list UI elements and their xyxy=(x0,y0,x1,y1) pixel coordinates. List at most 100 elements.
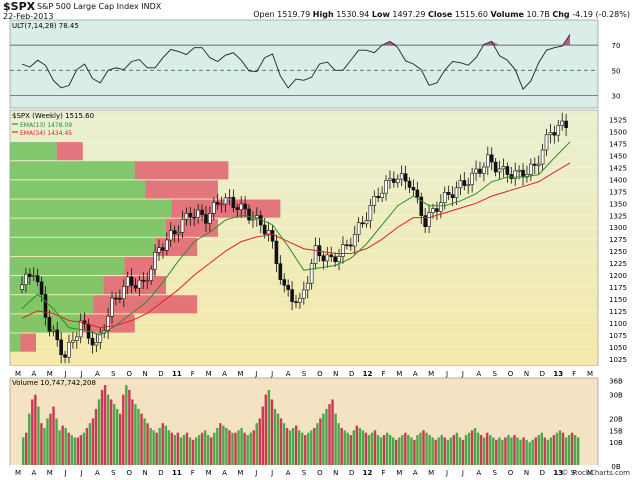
volume-bar xyxy=(446,439,449,466)
price-tick-label: 1350 xyxy=(609,200,627,208)
volume-bar xyxy=(206,435,210,466)
volume-bar xyxy=(367,435,371,466)
volume-bar xyxy=(137,408,140,466)
candle-body xyxy=(485,154,490,168)
candle-body xyxy=(544,134,549,151)
volume-tick-label: 15B xyxy=(609,427,623,435)
volume-bar xyxy=(322,413,325,466)
volume-bar xyxy=(161,423,164,466)
month-tick-label: 12 xyxy=(363,370,373,378)
candle-body xyxy=(274,240,279,265)
volume-bar xyxy=(291,427,295,466)
candle-body xyxy=(392,178,396,183)
open-label: Open xyxy=(253,10,275,19)
price-tick-label: 1525 xyxy=(609,117,627,125)
volume-bar xyxy=(401,435,404,466)
volume-bar xyxy=(379,437,383,466)
month-tick-label: A xyxy=(413,469,418,477)
price-panel: 1525 1500 1475 1450 1425 1400 1375 1350 1325 1300… xyxy=(9,109,627,367)
volume-bar xyxy=(564,437,568,466)
volume-bar xyxy=(510,437,513,466)
month-axis-strip xyxy=(10,366,598,375)
volume-bar xyxy=(140,413,143,466)
month-tick-label: M xyxy=(396,469,402,477)
month-tick-label: S xyxy=(111,370,116,378)
candle-body xyxy=(28,273,32,277)
volume-bar xyxy=(76,437,80,466)
vbp-down-bar xyxy=(93,295,198,314)
ult-panel: 70 50 30 ULT(7,14,28) 78.45 xyxy=(9,19,620,109)
volume-bar xyxy=(67,432,70,466)
volume-bar xyxy=(176,432,180,466)
volume-bar xyxy=(376,435,380,466)
candle-body xyxy=(360,222,365,225)
volume-bar xyxy=(213,432,216,466)
price-tick-label: 1050 xyxy=(609,344,627,352)
month-axis-strip xyxy=(10,465,598,474)
volume-bar xyxy=(407,435,410,466)
volume-bar xyxy=(185,432,189,466)
month-tick-label: S xyxy=(302,469,307,477)
volume-bar xyxy=(413,439,416,466)
volume-bar xyxy=(461,439,465,466)
candle-body xyxy=(39,281,44,295)
month-tick-label: 13 xyxy=(553,370,563,378)
candle-body xyxy=(341,244,345,257)
volume-bar xyxy=(49,413,52,466)
month-tick-label: N xyxy=(142,370,147,378)
vbp-up-bar xyxy=(10,218,166,237)
candle-body xyxy=(446,191,451,195)
volume-bar xyxy=(479,435,483,466)
candle-body xyxy=(251,218,255,221)
ema34-line xyxy=(21,162,571,329)
volume-bar xyxy=(219,423,222,466)
vbp-up-bar xyxy=(10,333,21,352)
candle-body xyxy=(470,172,474,186)
volume-bar xyxy=(573,435,577,466)
volume-bar xyxy=(94,408,98,466)
volume-bar xyxy=(340,427,343,466)
candle-body xyxy=(399,173,404,180)
candle-body xyxy=(403,173,408,182)
legend-entry: EMA(13) 1478.09 xyxy=(20,122,72,129)
candle-body xyxy=(94,342,99,346)
candle-body xyxy=(133,285,138,289)
volume-bar xyxy=(464,435,468,466)
month-tick-label: S xyxy=(492,370,497,378)
volume-bar xyxy=(370,432,374,466)
month-tick-label: J xyxy=(270,469,273,477)
volume-bar xyxy=(170,432,174,466)
price-tick-label: 1150 xyxy=(609,296,627,304)
month-tick-label: A xyxy=(95,370,100,378)
volume-bar xyxy=(128,389,131,466)
volume-bar xyxy=(222,425,225,466)
volume-bar xyxy=(373,430,377,466)
volume-label: Volume xyxy=(490,10,524,19)
close-label: Close xyxy=(428,10,453,19)
close-value: 1515.60 xyxy=(454,10,488,19)
volume-bar xyxy=(134,404,137,466)
volume-bar xyxy=(561,432,565,466)
volume-bar xyxy=(73,437,76,466)
volume-bar xyxy=(358,427,362,466)
month-tick-label: J xyxy=(254,469,257,477)
volume-bar xyxy=(88,423,92,466)
candle-body xyxy=(63,354,67,358)
ult-title: ULT(7,14,28) 78.45 xyxy=(12,22,79,30)
volume-bar xyxy=(252,430,255,466)
volume-bar xyxy=(70,435,73,466)
month-tick-label: A xyxy=(476,469,481,477)
volume-tick-label: 30B xyxy=(609,392,623,400)
open-value: 1519.79 xyxy=(277,10,311,19)
volume-bar xyxy=(316,423,319,466)
candle-body xyxy=(388,178,392,181)
volume-bar xyxy=(210,437,213,466)
vbp-up-bar xyxy=(10,161,135,180)
volume-bar xyxy=(131,399,134,466)
volume-tick-label: 10B xyxy=(609,439,623,447)
candle-body xyxy=(442,191,447,203)
volume-bar xyxy=(288,430,292,466)
volume-bar xyxy=(97,399,101,466)
candle-body xyxy=(208,213,212,224)
